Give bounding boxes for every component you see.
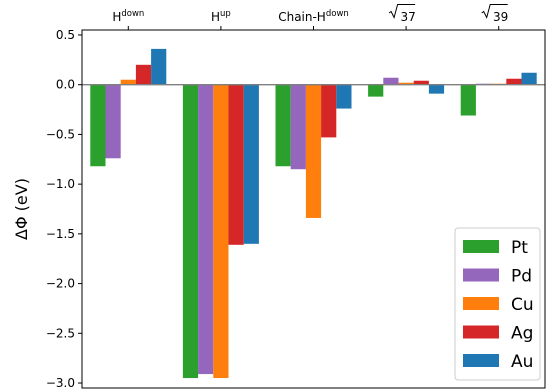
y-tick-label: 0.0 [56,78,75,92]
bar-pd-2 [290,84,306,170]
sqrt-sign-icon [481,4,508,19]
bar-cu-3 [398,82,414,85]
bar-ag-3 [413,80,429,85]
bar-pt-4 [460,84,476,116]
bar-ag-1 [228,84,244,245]
sqrt-sign-icon [388,4,416,19]
bar-pt-2 [275,84,291,167]
bar-cu-0 [120,79,136,85]
y-axis-label: ΔΦ (eV) [12,178,31,240]
legend-swatch-au [463,354,499,367]
bar-pd-1 [198,84,214,375]
bar-cu-2 [305,84,322,218]
bar-pt-1 [182,84,199,379]
bar-au-3 [428,84,445,94]
legend-label-pd: Pd [511,267,532,287]
bar-ag-0 [135,64,152,85]
legend-label-au: Au [511,352,533,372]
bar-ag-2 [321,84,337,138]
bar-pd-0 [105,84,121,159]
bar-ag-4 [506,78,522,85]
legend-label-cu: Cu [511,295,534,315]
legend-swatch-pt [463,240,499,253]
y-axis: 0.5 0.0 −0.5 −1.0 −1.5 −2.0 −2.5 −3.0 [46,28,82,389]
y-tick-label: −1.0 [46,177,75,191]
bar-au-0 [151,48,167,85]
category-label-1: Hup [211,9,231,24]
y-tick-label: −0.5 [46,127,75,141]
bar-au-4 [521,72,537,85]
category-label-3: 37 [400,10,415,24]
legend-swatch-pd [463,268,499,282]
bar-cu-1 [213,84,229,379]
bar-pd-3 [383,77,399,85]
y-tick-label: −1.5 [46,227,75,241]
bar-pt-0 [90,84,106,167]
bar-au-2 [336,84,352,109]
bar-au-1 [243,84,259,244]
legend-label-pt: Pt [511,238,528,258]
category-label-4: 39 [493,10,508,24]
y-tick-label: −2.5 [46,326,75,340]
legend-label-ag: Ag [511,324,533,344]
legend-swatch-cu [463,297,499,310]
x-axis-top: Hdown Hup Chain-Hdown 37 39 [112,4,508,30]
legend-swatch-ag [463,325,499,339]
category-label-2: Chain-Hdown [278,9,349,24]
bars-group [90,48,537,379]
y-tick-label: −2.0 [46,277,75,291]
legend: Pt Pd Cu Ag Au [454,227,541,381]
category-label-0: Hdown [112,9,144,24]
y-tick-label: −3.0 [46,376,75,389]
bar-pt-3 [368,84,384,97]
y-tick-label: 0.5 [56,28,75,42]
